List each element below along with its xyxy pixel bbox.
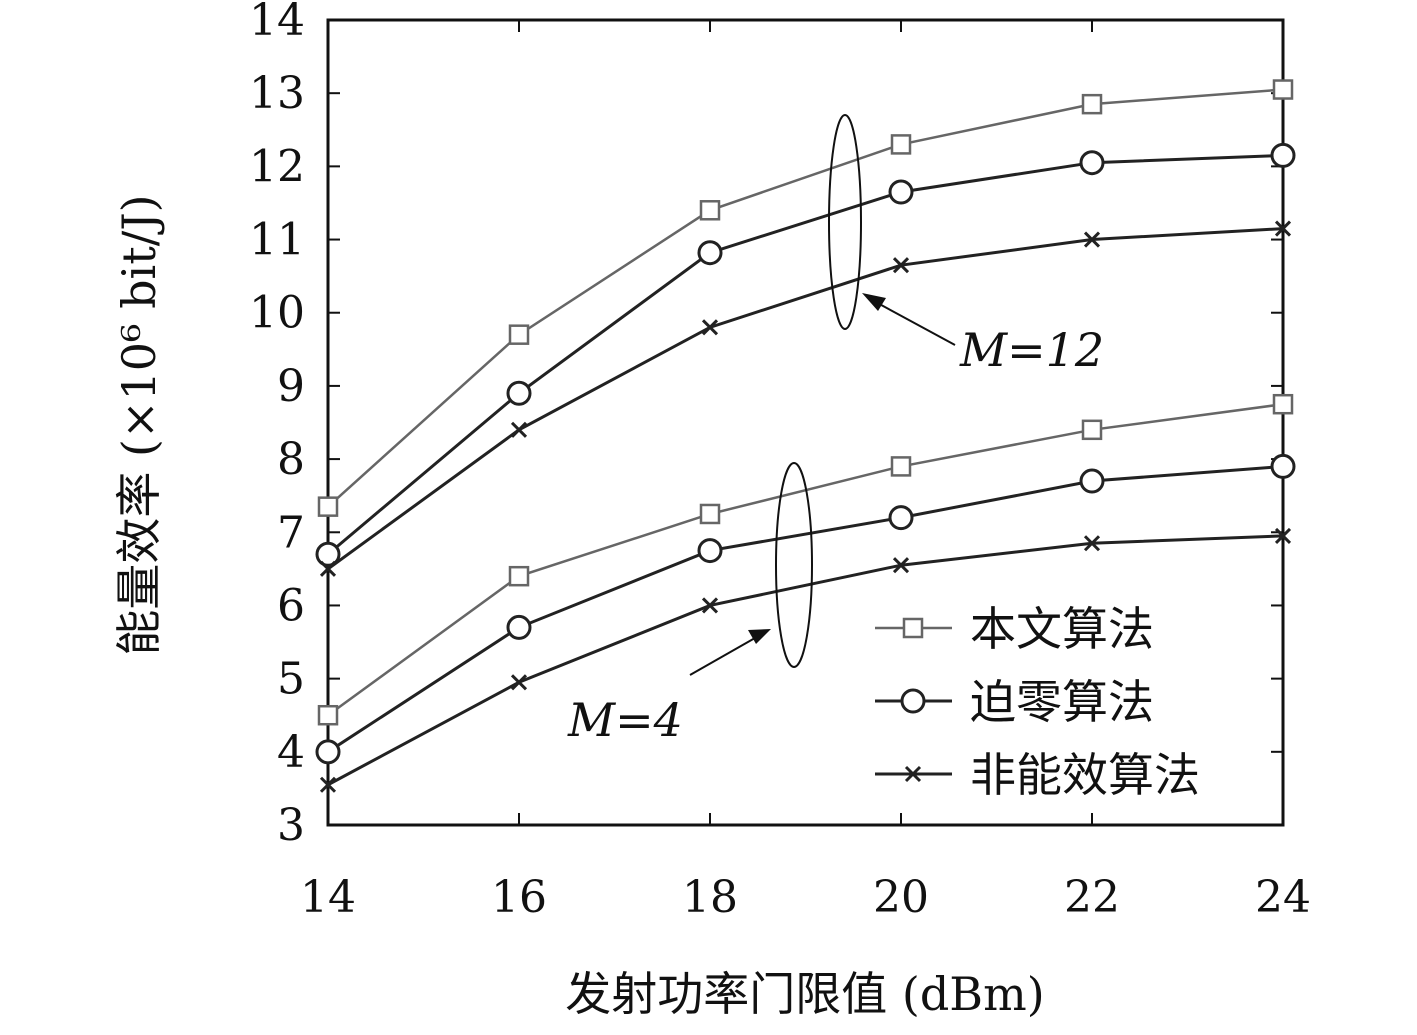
series-line [327,534,1284,787]
data-point [1274,527,1292,544]
m12-group-ellipse [828,114,862,330]
data-point [315,739,341,765]
m4-arrow-line [689,633,763,676]
plot-frame [326,18,1285,827]
annotation-m12: M=12 [959,323,1104,377]
data-point [701,597,719,614]
x-tick-label: 14 [300,872,356,923]
data-point [1272,393,1294,415]
data-point [508,565,530,587]
data-point [317,704,339,726]
data-point [508,324,530,345]
m4-arrowhead [748,629,771,644]
x-tick-label: 20 [873,872,929,923]
y-tick-label: 6 [277,580,305,631]
data-point [1079,468,1105,494]
data-point [1274,220,1292,237]
m12-arrowhead [862,293,886,311]
data-point [317,496,339,517]
data-point [888,179,914,205]
data-point [1270,142,1296,168]
y-tick-label: 3 [277,800,305,851]
x-axis-title: 发射功率门限值 (dBm) [565,967,1044,1021]
y-tick-label: 13 [249,68,305,119]
data-point [506,614,532,640]
series-line [327,88,1284,508]
y-tick-label: 12 [249,141,305,192]
series-line [327,464,1284,754]
data-point [1270,453,1296,479]
y-axis-title: 能量效率 (×10⁶ bit/J) [112,194,166,655]
legend-marker [900,688,926,714]
series-group [315,79,1296,793]
data-point [701,319,719,336]
data-point [506,380,532,406]
data-point [892,557,910,574]
data-point [1083,231,1101,248]
data-point [888,505,914,531]
y-tick-label: 4 [277,727,305,778]
data-point [890,456,912,477]
legend-label: 本文算法 [970,602,1154,656]
x-tick-label: 16 [491,872,547,923]
data-point [315,541,341,567]
data-point [699,200,721,221]
legend-label: 迫零算法 [970,675,1154,729]
series-line [327,153,1284,556]
x-tick-label: 22 [1064,872,1120,923]
y-tick-label: 7 [277,507,305,558]
data-point [319,776,337,793]
y-tick-label: 11 [249,215,305,266]
data-point [1081,93,1103,115]
legend-label: 非能效算法 [970,748,1200,802]
legend-marker [904,765,922,783]
data-point [319,560,337,577]
y-tick-label: 10 [249,288,305,339]
data-point [697,538,723,564]
data-point [697,240,723,266]
axis-ticks: 14 16 18 20 22 24 3 4 5 6 7 8 9 10 11 12 13 14 [249,0,1311,923]
data-point [699,503,721,525]
data-point [1079,150,1105,176]
m4-group-ellipse [775,462,813,668]
y-tick-label: 8 [277,434,305,485]
m12-arrow-line [871,299,956,346]
data-point [510,421,528,438]
x-tick-label: 24 [1255,872,1311,923]
y-tick-label: 14 [249,0,305,46]
data-point [1081,419,1103,441]
data-point [890,134,912,155]
legend-marker [902,617,924,639]
annotation-m4: M=4 [567,693,683,747]
x-tick-label: 18 [682,872,738,923]
data-point [1272,79,1294,100]
y-tick-label: 5 [277,654,305,705]
series-line [327,227,1284,571]
data-point [1083,535,1101,552]
data-point [510,674,528,691]
data-point [892,257,910,274]
annotations: M=12 M=4 [567,114,1104,747]
y-tick-label: 9 [277,361,305,412]
